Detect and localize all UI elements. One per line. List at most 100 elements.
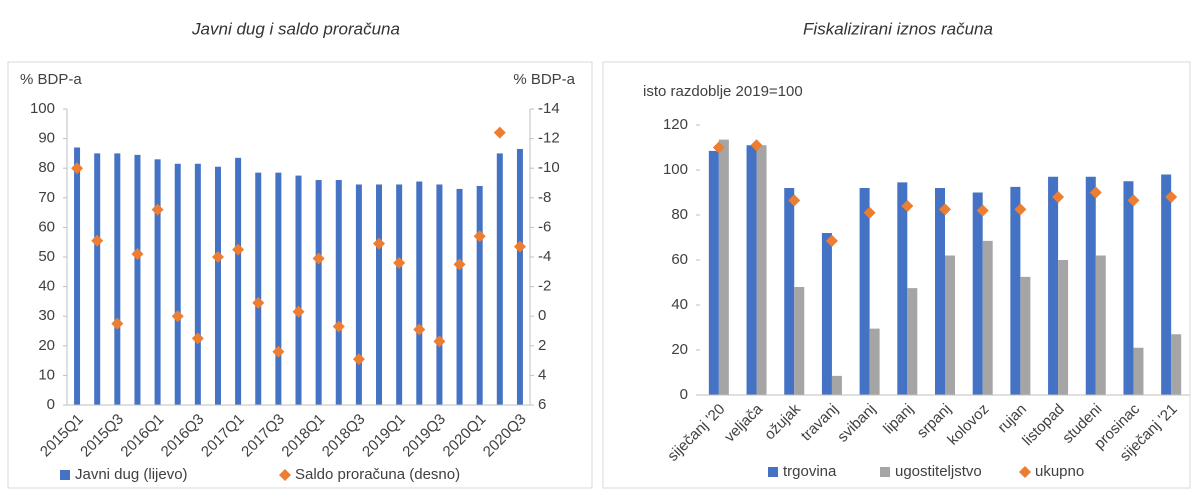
y-axis-label: % BDP-a xyxy=(20,71,82,88)
marker xyxy=(493,126,506,139)
x-tick-label: 2020Q3 xyxy=(480,411,530,461)
chart-title: Fiskalizirani iznos računa xyxy=(803,19,993,38)
y-tick-label: 0 xyxy=(47,396,55,413)
x-tick-label: 2015Q1 xyxy=(37,411,87,461)
chart-title: Javni dug i saldo proračuna xyxy=(191,19,400,38)
marker xyxy=(976,204,989,217)
y-tick-label: 50 xyxy=(38,248,55,265)
y-tick-label: 70 xyxy=(38,189,55,206)
legend-label: ugostiteljstvo xyxy=(895,463,982,480)
bar xyxy=(1020,276,1031,395)
x-tick-label: 2017Q3 xyxy=(238,411,288,461)
y2-tick-label: -8 xyxy=(538,189,551,206)
y-tick-label: 60 xyxy=(38,218,55,235)
y2-tick-label: 0 xyxy=(538,307,546,324)
marker xyxy=(211,251,224,263)
bar xyxy=(194,163,201,405)
marker xyxy=(1127,194,1140,207)
y-tick-label: 100 xyxy=(30,100,55,117)
marker xyxy=(1052,191,1065,203)
marker xyxy=(1165,191,1178,203)
marker xyxy=(111,317,124,330)
bar xyxy=(134,154,141,405)
bar xyxy=(1133,347,1144,395)
bar xyxy=(1123,181,1134,395)
marker xyxy=(788,194,801,207)
bar xyxy=(1095,255,1106,395)
bar xyxy=(831,375,842,395)
marker xyxy=(939,203,951,216)
bar xyxy=(1161,174,1172,395)
legend-label: trgovina xyxy=(783,463,837,480)
y-tick-label: 90 xyxy=(38,130,55,147)
marker xyxy=(91,234,104,247)
legend-label: Javni dug (lijevo) xyxy=(75,466,188,483)
y-tick-label: 40 xyxy=(38,278,55,295)
marker xyxy=(171,310,184,323)
marker xyxy=(393,256,406,269)
y-tick-label: 60 xyxy=(671,251,688,268)
x-tick-label: 2016Q1 xyxy=(117,411,167,461)
x-tick-label: 2019Q3 xyxy=(399,411,449,461)
bar xyxy=(907,288,918,395)
marker xyxy=(191,332,204,345)
x-tick-label: lipanj xyxy=(880,401,917,438)
bar xyxy=(516,148,523,405)
legend-swatch xyxy=(768,467,778,477)
marker xyxy=(1089,186,1102,199)
bar xyxy=(174,163,181,405)
bar xyxy=(708,150,719,395)
x-tick-label: 2015Q3 xyxy=(77,411,127,461)
y2-tick-label: 4 xyxy=(538,366,546,383)
bar xyxy=(821,233,832,395)
marker xyxy=(473,230,486,243)
legend-swatch xyxy=(1019,466,1031,478)
legend-label: Saldo proračuna (desno) xyxy=(295,466,460,483)
bar xyxy=(1048,176,1059,395)
legend-swatch xyxy=(60,470,70,480)
marker xyxy=(1014,203,1027,216)
bar xyxy=(235,157,242,405)
marker xyxy=(312,252,325,265)
y2-tick-label: -12 xyxy=(538,130,560,147)
bar xyxy=(869,328,880,395)
marker xyxy=(131,248,144,261)
bar xyxy=(436,184,443,405)
bar xyxy=(1085,176,1096,395)
y2-tick-label: -6 xyxy=(538,218,551,235)
bar xyxy=(935,188,945,395)
bar xyxy=(396,184,403,405)
x-tick-label: travanj xyxy=(798,401,842,445)
marker xyxy=(151,203,164,216)
bar xyxy=(315,180,322,405)
x-tick-label: listopad xyxy=(1019,401,1068,450)
y-tick-label: 40 xyxy=(671,296,688,313)
legend-swatch xyxy=(880,467,890,477)
bar xyxy=(756,145,767,395)
y-tick-label: 100 xyxy=(663,161,688,178)
marker xyxy=(453,258,466,271)
bar xyxy=(154,159,161,405)
panel-left xyxy=(7,61,593,489)
marker xyxy=(332,320,345,333)
bar xyxy=(255,172,262,405)
bar xyxy=(275,172,282,405)
legend-label: ukupno xyxy=(1035,463,1084,480)
bar xyxy=(496,153,503,405)
marker xyxy=(413,323,426,336)
bar xyxy=(897,182,908,395)
bar xyxy=(718,139,729,395)
bar xyxy=(376,184,383,405)
bar xyxy=(784,188,795,395)
panel-right xyxy=(602,61,1191,489)
y-tick-label: 30 xyxy=(38,307,55,324)
bar xyxy=(456,188,463,405)
bar xyxy=(476,185,483,405)
bar xyxy=(746,145,757,395)
y-tick-label: 80 xyxy=(671,206,688,223)
y2-tick-label: -2 xyxy=(538,278,551,295)
y-tick-label: 10 xyxy=(38,366,55,383)
bar xyxy=(94,153,101,405)
marker xyxy=(232,243,245,256)
